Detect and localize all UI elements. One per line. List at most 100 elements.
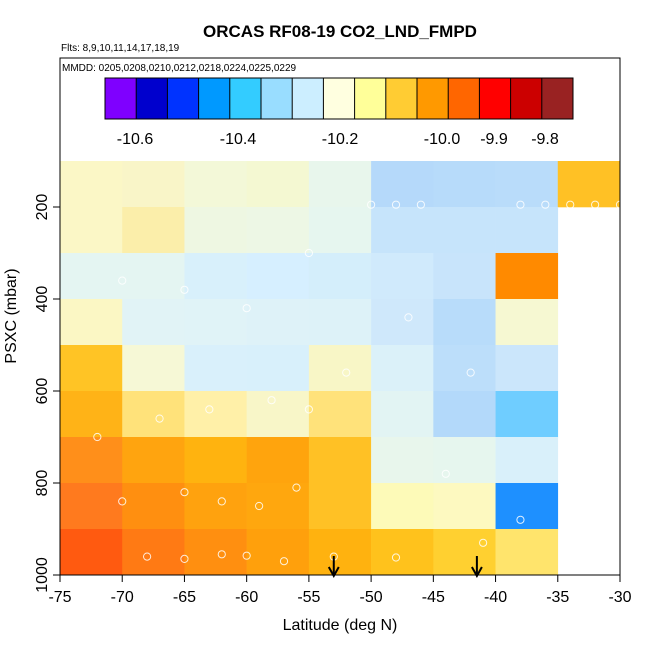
- heatmap-cell: [433, 161, 496, 208]
- observation-point: [391, 553, 401, 562]
- chart-title: ORCAS RF08-19 CO2_LND_FMPD: [203, 22, 477, 41]
- heatmap-cell: [184, 299, 247, 346]
- x-tick-label: -75: [48, 589, 71, 606]
- observation-point: [180, 554, 189, 564]
- observation-point: [591, 200, 600, 209]
- observation-point: [516, 515, 525, 524]
- observation-point: [304, 248, 313, 258]
- heatmap-cell: [122, 345, 185, 392]
- heatmap-cell: [184, 437, 247, 484]
- heatmap-cell: [495, 391, 559, 438]
- heatmap-cell: [60, 161, 123, 208]
- heatmap-cell: [308, 299, 372, 346]
- heatmap-cell: [308, 207, 372, 254]
- observation-point: [279, 557, 289, 566]
- heatmap-cell: [60, 299, 123, 346]
- observation-point: [267, 396, 276, 405]
- heatmap-cell: [308, 437, 372, 484]
- colorbar-swatch: [541, 78, 574, 119]
- observation-point: [466, 368, 475, 377]
- x-tick-label: -65: [173, 589, 196, 606]
- heatmap-cell: [60, 437, 123, 484]
- observation-point: [441, 469, 450, 478]
- observation-point: [292, 483, 301, 492]
- x-tick-label: -50: [360, 589, 383, 606]
- observation-point: [205, 405, 214, 414]
- heatmap-cell: [433, 529, 496, 576]
- heatmap-cell: [495, 207, 559, 254]
- colorbar-label: -10.2: [322, 131, 359, 148]
- y-tick-label: 800: [34, 470, 51, 497]
- colorbar-swatch: [198, 78, 231, 119]
- heatmap-cell: [184, 161, 247, 208]
- heatmap-cell: [246, 161, 310, 208]
- heatmap-cell: [122, 161, 185, 208]
- heatmap-cell: [495, 299, 559, 346]
- observation-point: [180, 285, 189, 294]
- colorbar-swatch: [479, 78, 512, 119]
- heatmap-cell: [371, 207, 434, 254]
- heatmap-cell: [184, 483, 247, 530]
- heatmap-cell: [184, 207, 247, 254]
- observation-point: [180, 488, 189, 497]
- observation-point: [155, 414, 164, 423]
- heatmap-cell: [495, 161, 559, 208]
- heatmap-cell: [433, 299, 496, 346]
- colorbar-swatch: [417, 78, 449, 119]
- heatmap-cell: [60, 529, 123, 576]
- heatmap-cell: [246, 253, 310, 300]
- colorbar-swatch: [510, 78, 543, 119]
- heatmap-cell: [308, 483, 372, 530]
- colorbar-labels: -10.6 -10.4 -10.2 -10.0 -9.9 -9.8: [117, 131, 559, 148]
- heatmap-cell: [122, 483, 185, 530]
- x-tick-label: -40: [484, 589, 507, 606]
- x-tick-label: -55: [297, 589, 320, 606]
- colorbar: [104, 77, 574, 120]
- heatmap-cell: [246, 391, 310, 438]
- x-tick-label: -70: [111, 589, 134, 606]
- heatmap-cell: [371, 253, 434, 300]
- heatmap-cell: [433, 345, 496, 392]
- heatmap-cell: [246, 345, 310, 392]
- heatmap-cell: [371, 529, 434, 576]
- observation-point: [304, 405, 313, 414]
- observation-point: [118, 276, 127, 285]
- plot-frame: [59, 57, 621, 576]
- observation-point: [416, 200, 425, 209]
- marker-arrows: [327, 556, 483, 579]
- heatmap-cell: [433, 253, 496, 300]
- heatmap-cell: [246, 299, 310, 346]
- heatmap-cell: [122, 299, 185, 346]
- heatmap-cell: [308, 391, 372, 438]
- observation-point: [342, 368, 351, 377]
- arrow-head: [327, 566, 340, 579]
- heatmap-cell: [495, 345, 559, 392]
- observation-point: [118, 497, 127, 506]
- heatmap-cell: [184, 529, 247, 576]
- colorbar-swatch: [261, 78, 293, 119]
- colorbar-swatch: [323, 78, 356, 119]
- observation-point: [404, 313, 413, 322]
- colorbar-swatch: [167, 78, 200, 119]
- observation-point: [255, 501, 264, 511]
- heatmap-cell: [246, 529, 310, 576]
- colorbar-swatch: [292, 78, 324, 119]
- observation-point: [516, 200, 525, 209]
- colorbar-swatch: [105, 78, 137, 119]
- heatmap-cell: [433, 437, 496, 484]
- heatmap-cell: [495, 483, 559, 530]
- observation-point: [367, 200, 376, 209]
- heatmap-cell: [184, 345, 247, 392]
- heatmap-cell: [308, 529, 372, 576]
- observation-point: [479, 538, 488, 547]
- heatmap-cell: [60, 207, 123, 254]
- heatmap-cell: [60, 391, 123, 438]
- heatmap-cell: [60, 253, 123, 300]
- heatmap-cell: [433, 391, 496, 438]
- heatmap-cell: [371, 345, 434, 392]
- mmdd-label: MMDD: 0205,0208,0210,0212,0218,0224,0225…: [62, 63, 297, 74]
- observation-point: [217, 550, 226, 559]
- x-axis-label: Latitude (deg N): [283, 617, 398, 634]
